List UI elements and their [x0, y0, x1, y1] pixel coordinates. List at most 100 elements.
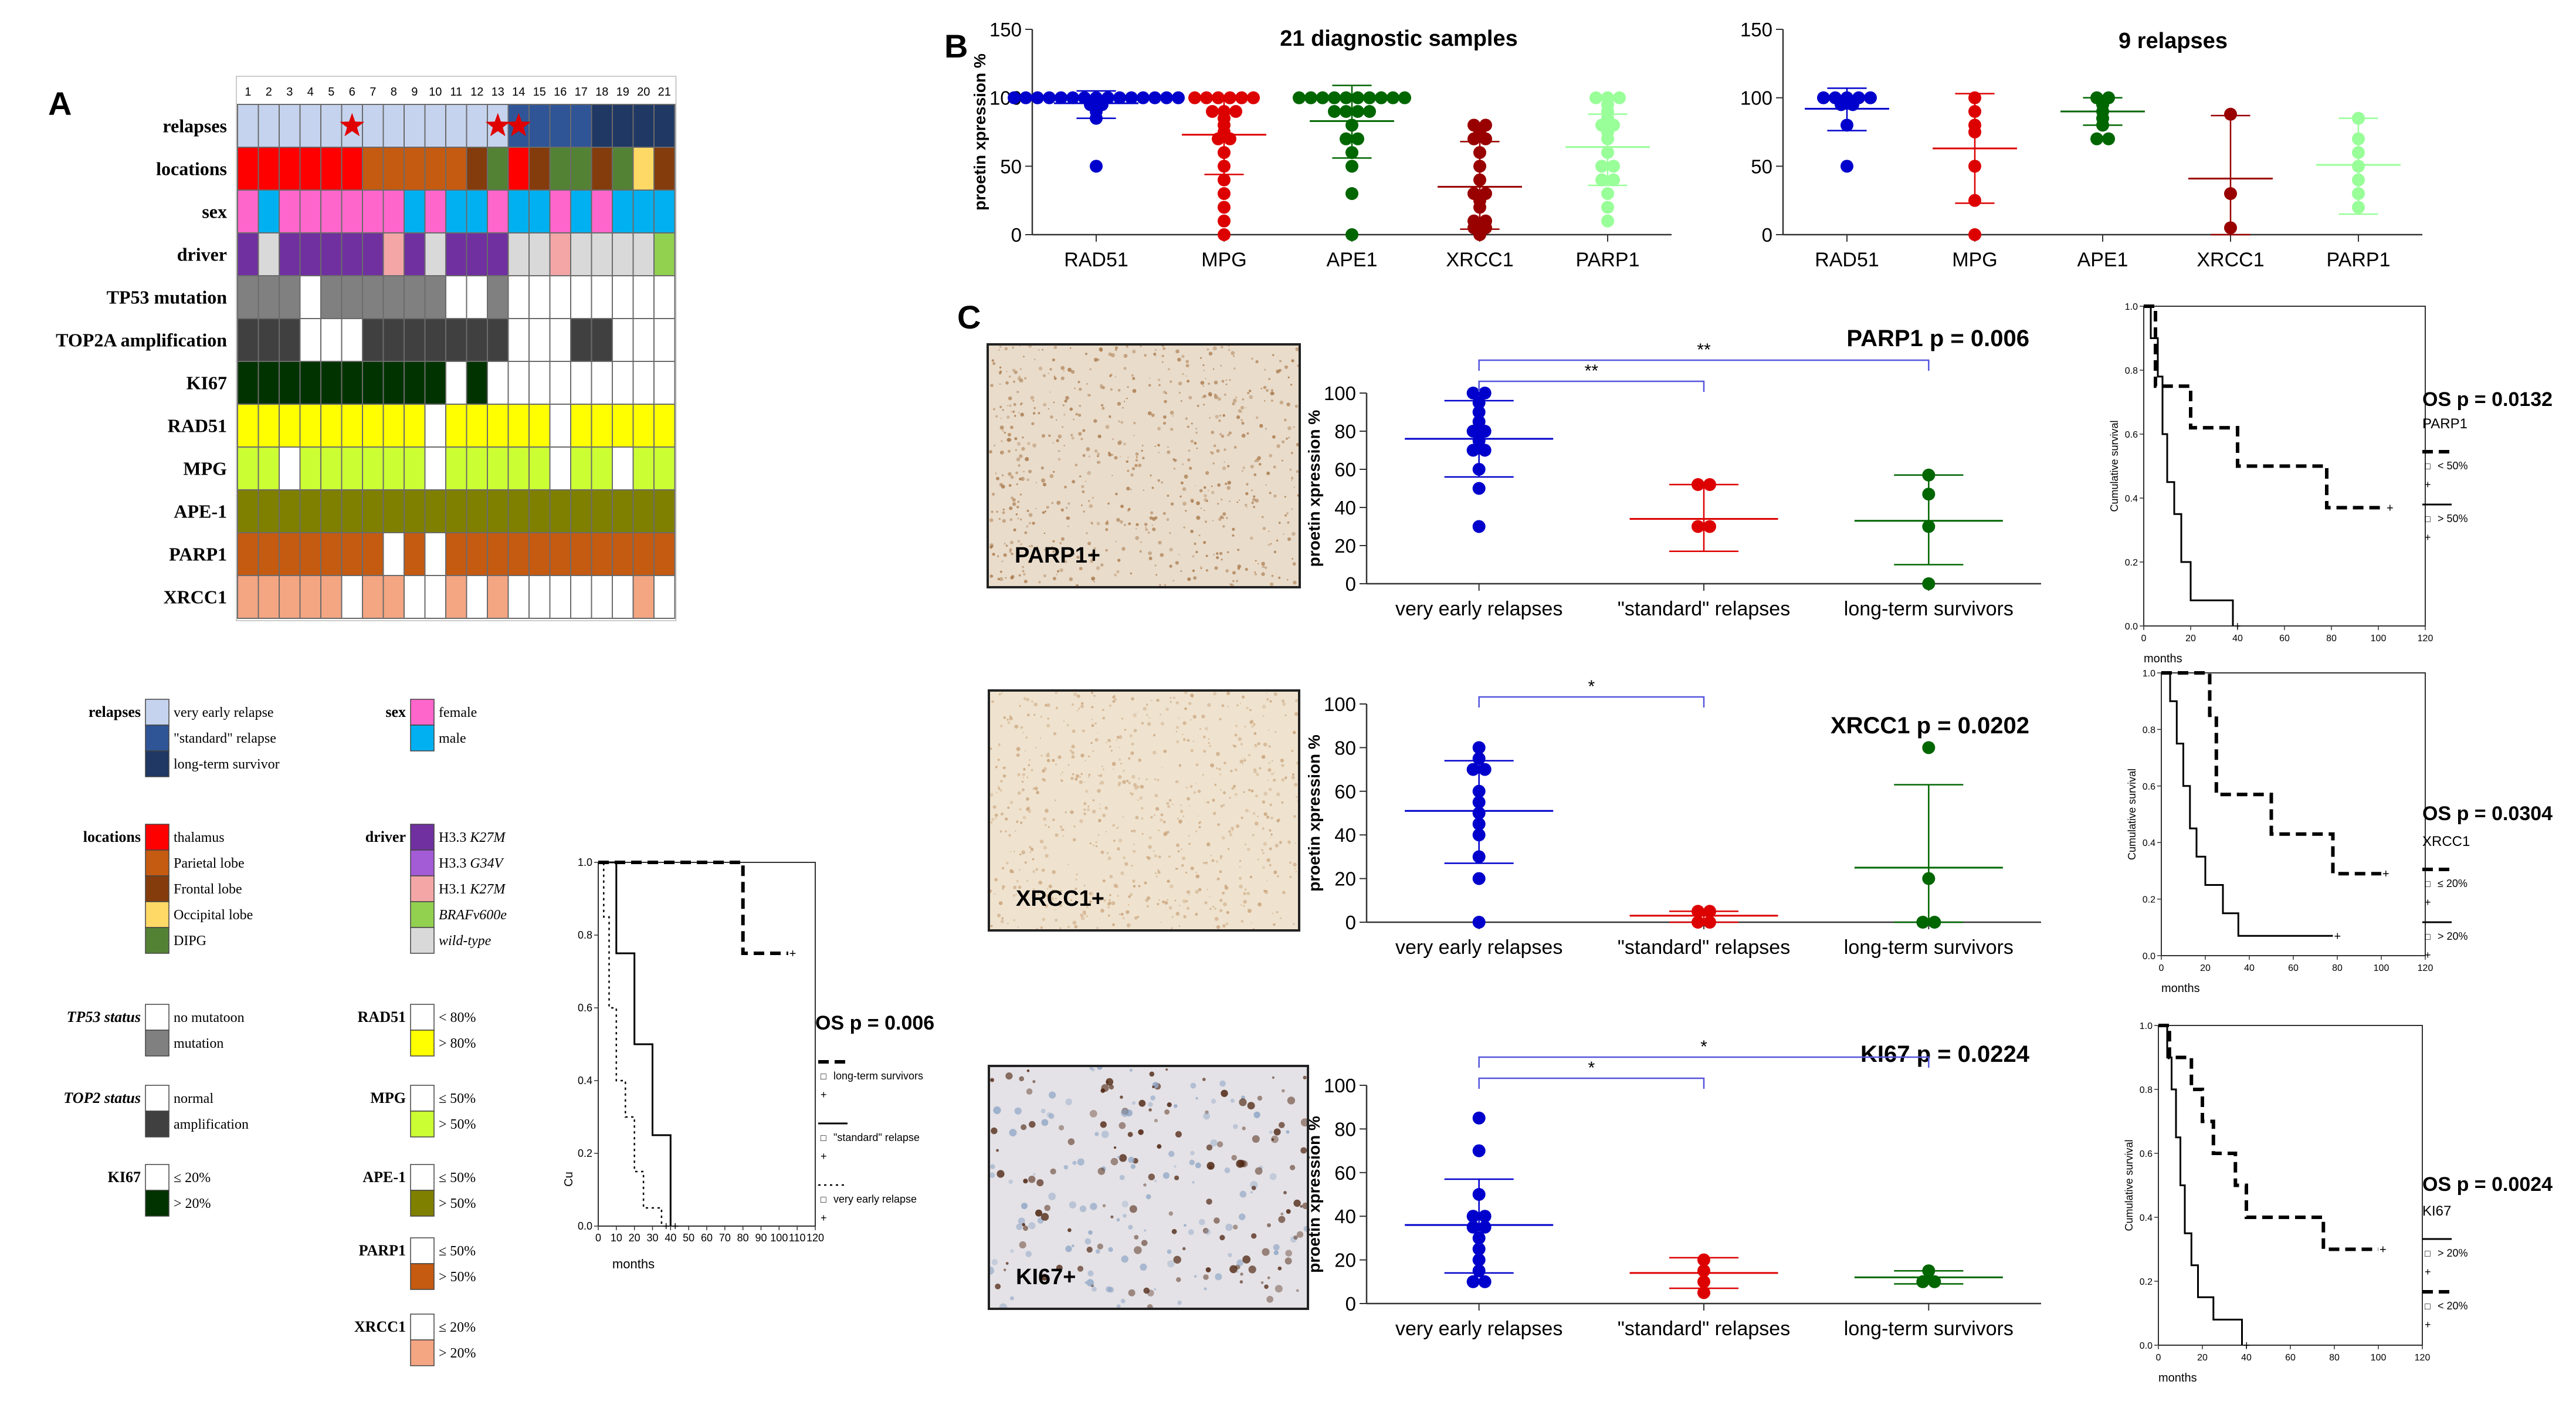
data-point: [1478, 1220, 1492, 1234]
legend-item-text: mutation: [174, 1036, 223, 1051]
data-point: [1928, 1275, 1941, 1288]
heatmap-cell: [466, 404, 488, 448]
legend-swatch: [410, 1263, 435, 1290]
y-tick-label: 0.4: [578, 1075, 592, 1086]
legend-item-italic: K27M: [469, 882, 506, 897]
star-icon: [485, 113, 510, 137]
y-tick-label: 0.6: [578, 1002, 592, 1014]
heatmap-cell: [570, 361, 592, 405]
data-point: [1968, 194, 1981, 207]
data-point: [2352, 173, 2365, 187]
row-label: locations: [156, 158, 227, 180]
panel-label-c: C: [957, 299, 981, 336]
heatmap-cell: [507, 489, 530, 533]
heatmap-cell: [237, 318, 259, 362]
data-point: [1703, 478, 1716, 491]
data-point: [1841, 119, 1853, 132]
heatmap-cell: [257, 318, 280, 362]
censor-mark: +: [2382, 868, 2389, 881]
survival-curve: [2158, 1024, 2378, 1251]
data-point: [1328, 105, 1341, 118]
y-tick-label: 0.6: [2143, 782, 2155, 792]
column-number: 17: [575, 86, 588, 99]
x-tick-label: 120: [806, 1232, 824, 1244]
heatmap-cell: [487, 232, 509, 276]
km-legend-box: □: [2425, 1302, 2431, 1312]
data-point: [1043, 91, 1056, 104]
data-point: [1922, 520, 1936, 533]
legend-swatch: [410, 849, 435, 876]
km-legend-box: □: [821, 1072, 826, 1082]
y-tick-label: 100: [1740, 87, 1772, 109]
censor-mark: +: [672, 1220, 679, 1233]
data-point: [1218, 187, 1231, 200]
data-point: [1340, 105, 1353, 118]
heatmap-cell: [549, 104, 571, 148]
km-plot-km-a: 0 10 20 30 40 50 60 70 80 90 100 110 120 0.0 0.2 0.4 0.6…: [562, 857, 934, 1271]
column-number: 21: [658, 86, 671, 99]
legend-item-label: < 80%: [439, 1010, 476, 1025]
data-point: [1090, 160, 1103, 173]
row-label: XRCC1: [164, 587, 227, 608]
censor-mark: +: [2387, 502, 2394, 514]
heatmap-cell: [299, 532, 321, 576]
micrograph-image: PARP1+: [987, 343, 1301, 588]
km-legend: XRCC1 □ ≤ 20% + □ > 20% +: [2422, 834, 2470, 961]
y-tick-label: 0: [1762, 224, 1772, 246]
data-point: [1472, 1253, 1486, 1267]
legend-item-label: mutation: [174, 1036, 223, 1051]
y-tick-label: 0.6: [2140, 1149, 2153, 1159]
km-legend-box: □: [2425, 932, 2431, 942]
data-point: [1595, 160, 1608, 173]
data-point: [1472, 1231, 1486, 1245]
legend-item-label: BRAFv600e: [439, 908, 507, 923]
heatmap-cell: [279, 404, 301, 448]
heatmap-cell: [487, 361, 509, 405]
heatmap-cell: [445, 147, 467, 191]
y-tick-label: 0.8: [2140, 1085, 2153, 1095]
data-point: [1466, 1220, 1480, 1234]
legend-item-text: female: [439, 705, 477, 720]
y-axis-title: Cu: [562, 1172, 575, 1187]
legend-swatch: [145, 725, 170, 751]
legend-item-text: very early relapse: [174, 705, 274, 720]
data-point: [1472, 415, 1486, 428]
data-point: [1066, 91, 1079, 104]
data-point: [1613, 91, 1626, 104]
legend-group-label: APE-1: [362, 1169, 406, 1186]
censor-legend-mark: +: [2425, 479, 2431, 490]
heatmap-cell: [424, 446, 446, 490]
legend-group-label: MPG: [370, 1089, 406, 1106]
legend-swatch: [410, 824, 435, 851]
heatmap-cell: [279, 489, 301, 533]
legend-item-text: > 20%: [439, 1346, 476, 1361]
data-point: [1841, 160, 1853, 173]
data-point: [1090, 111, 1103, 125]
heatmap-cell: [237, 361, 259, 405]
x-tick-label: 120: [2418, 963, 2433, 973]
heatmap-cell: [237, 147, 259, 191]
km-legend-label: < 50%: [2438, 460, 2468, 472]
y-tick-label: 150: [1740, 19, 1772, 40]
data-point: [1473, 228, 1486, 241]
y-tick-label: 100: [1324, 382, 1356, 404]
column-number: 1: [245, 86, 251, 99]
data-point: [1055, 91, 1067, 104]
data-point: [1922, 741, 1936, 754]
x-axis-title: months: [2161, 982, 2200, 995]
data-point: [1864, 91, 1877, 104]
heatmap-cell: [528, 189, 551, 233]
heatmap-cell: [487, 318, 509, 362]
heatmap-cell: [362, 318, 384, 362]
legend-item-label: > 20%: [174, 1196, 211, 1211]
legend-item-text: ≤ 20%: [439, 1320, 476, 1335]
dotplot-c1: 0 20 40 60 80 100 very early relapses "standard…: [1305, 326, 2041, 620]
survival-curve: [2161, 671, 2381, 876]
heatmap-cell: [320, 189, 343, 233]
y-axis-title: proetin xpression %: [1305, 734, 1323, 892]
km-legend: □ long-term survivors + □ "standard" relapse…: [818, 1060, 923, 1224]
legend-item-text: long-term survivor: [174, 757, 280, 772]
heatmap-cell: [382, 532, 405, 576]
data-point: [1607, 160, 1620, 173]
heatmap-cell: [279, 147, 301, 191]
